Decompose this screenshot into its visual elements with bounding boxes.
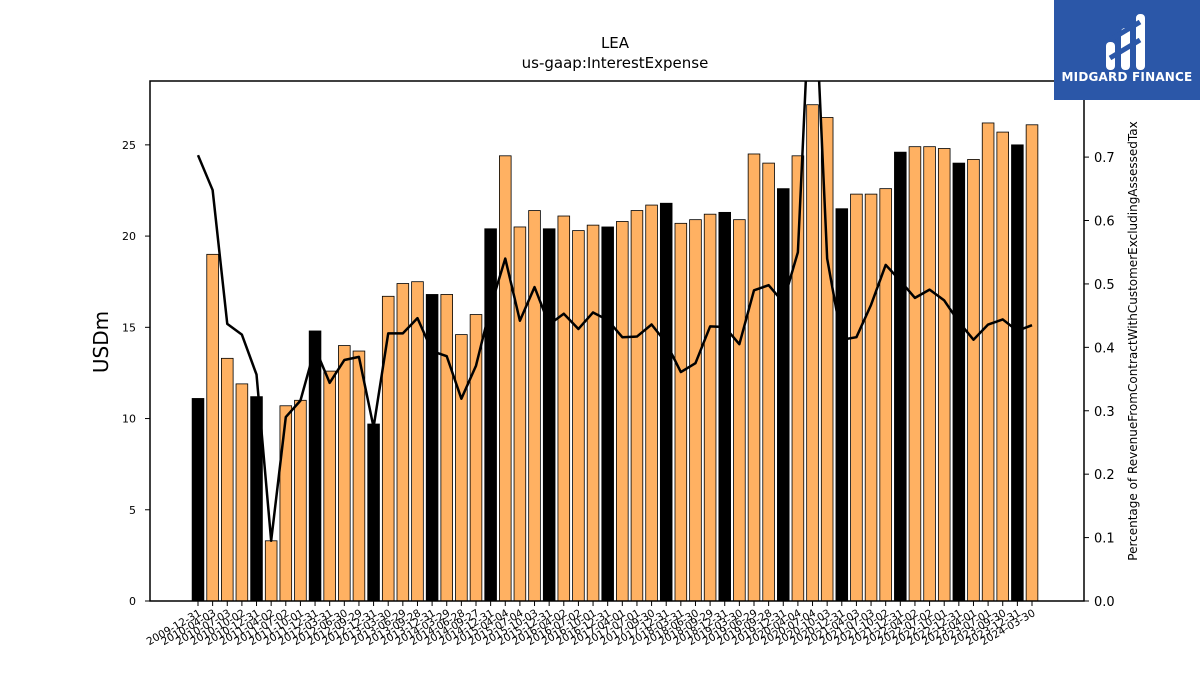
bar <box>557 215 571 602</box>
bar <box>645 204 658 602</box>
bar <box>221 357 234 602</box>
bar <box>513 226 527 602</box>
logo-text: MIDGARD FINANCE <box>1061 70 1193 84</box>
chart-subtitle: us-gaap:InterestExpense <box>522 54 709 72</box>
y2-axis-label: Percentage of RevenueFromContractWithCus… <box>1126 121 1140 560</box>
y2-tick-label: 0.2 <box>1094 468 1115 483</box>
bar <box>659 202 673 602</box>
bar <box>850 193 863 602</box>
bar <box>455 334 468 602</box>
bar <box>294 399 307 602</box>
bar <box>952 162 966 602</box>
bar <box>381 295 395 602</box>
y2-tick-label: 0.0 <box>1094 595 1115 610</box>
bar <box>264 540 278 602</box>
bar <box>835 208 849 602</box>
bar <box>908 146 922 602</box>
y-tick-label: 10 <box>122 413 136 426</box>
bar <box>718 211 731 602</box>
y-tick-label: 25 <box>122 139 136 152</box>
y2-tick-label: 0.5 <box>1094 278 1115 293</box>
bar <box>894 151 907 602</box>
y-tick-label: 5 <box>129 504 136 517</box>
y2-tick-label: 0.6 <box>1094 215 1115 230</box>
plot-frame <box>149 80 1085 602</box>
bar <box>572 230 585 602</box>
bar <box>528 210 541 602</box>
bar <box>733 219 746 602</box>
bar <box>323 370 336 602</box>
bar <box>762 162 775 602</box>
bar <box>601 226 614 602</box>
bar <box>996 131 1009 602</box>
bar <box>367 423 380 602</box>
bar <box>879 188 892 602</box>
bar <box>630 210 644 602</box>
chart-title: LEA <box>601 34 630 52</box>
bar <box>1025 124 1039 602</box>
y-tick-label: 0 <box>129 595 136 608</box>
bar <box>616 221 629 602</box>
bar <box>747 153 761 602</box>
bar <box>469 314 483 602</box>
bar <box>1011 144 1024 602</box>
bar <box>703 213 717 602</box>
bar <box>981 122 995 602</box>
bar <box>586 224 600 602</box>
bar <box>396 283 410 602</box>
y2-tick-label: 0.7 <box>1094 151 1115 166</box>
bar <box>440 294 453 602</box>
bar <box>279 405 293 602</box>
bar <box>542 228 556 602</box>
bar <box>338 345 351 602</box>
bar <box>235 383 249 602</box>
bar <box>352 350 366 602</box>
midgard-finance-logo: MIDGARD FINANCE <box>1054 0 1200 100</box>
ratio-line-series <box>196 81 1033 543</box>
ratio-line <box>196 81 1033 543</box>
y-tick-label: 15 <box>122 321 136 334</box>
y-tick-label: 20 <box>122 230 136 243</box>
y-axis-label: USDm <box>89 311 113 373</box>
bar <box>864 193 878 602</box>
bar <box>191 398 205 602</box>
bar <box>689 219 702 602</box>
y2-tick-label: 0.1 <box>1094 532 1115 547</box>
bar <box>777 188 790 602</box>
bar-series <box>191 104 1039 602</box>
bar <box>806 104 819 602</box>
y2-tick-label: 0.4 <box>1094 341 1115 356</box>
bar <box>308 330 322 602</box>
bar <box>967 159 980 602</box>
bar <box>484 228 497 602</box>
bar <box>674 222 688 602</box>
bar <box>206 253 219 602</box>
y2-tick-label: 0.3 <box>1094 405 1115 420</box>
axes: 05101520250.00.10.20.30.40.50.60.72009-1… <box>122 80 1115 648</box>
bar <box>923 146 936 602</box>
logo-mark-icon <box>1106 14 1145 70</box>
bar <box>937 148 951 602</box>
bar <box>499 155 512 602</box>
bar <box>791 155 805 602</box>
